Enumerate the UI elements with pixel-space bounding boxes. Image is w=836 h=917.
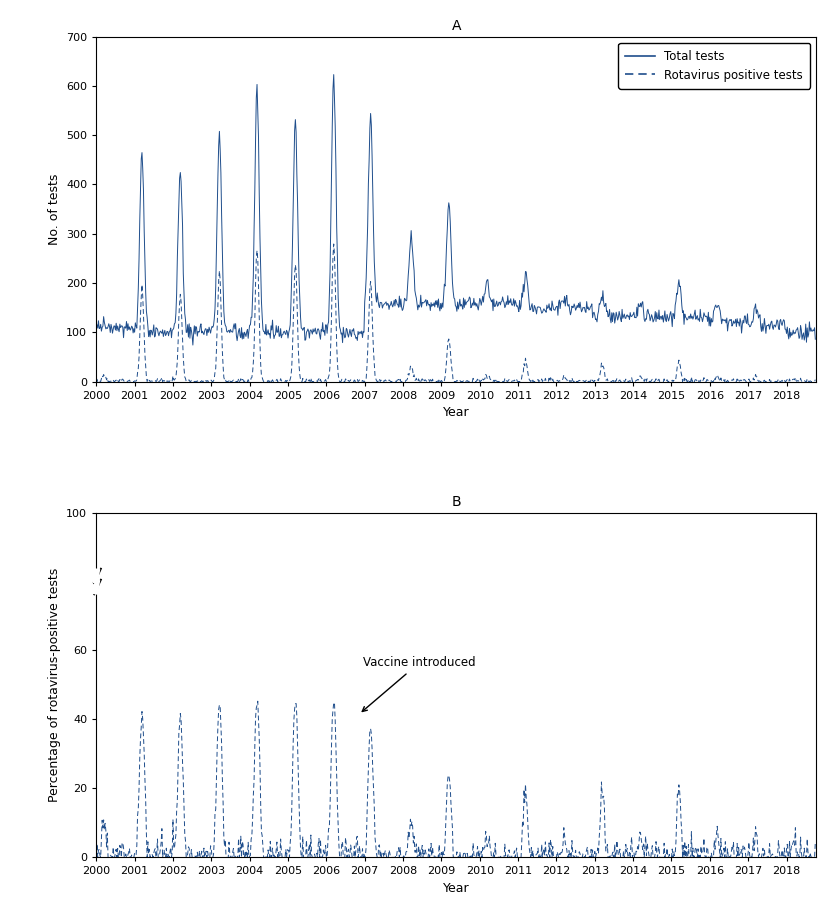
X-axis label: Year: Year — [442, 406, 469, 419]
Legend: Total tests, Rotavirus positive tests: Total tests, Rotavirus positive tests — [618, 42, 809, 89]
Y-axis label: No. of tests: No. of tests — [48, 173, 60, 245]
Title: B: B — [451, 494, 461, 509]
X-axis label: Year: Year — [442, 882, 469, 895]
Y-axis label: Percentage of rotavirus-positive tests: Percentage of rotavirus-positive tests — [48, 568, 60, 802]
Text: Vaccine introduced: Vaccine introduced — [362, 657, 475, 712]
Title: A: A — [451, 18, 461, 33]
